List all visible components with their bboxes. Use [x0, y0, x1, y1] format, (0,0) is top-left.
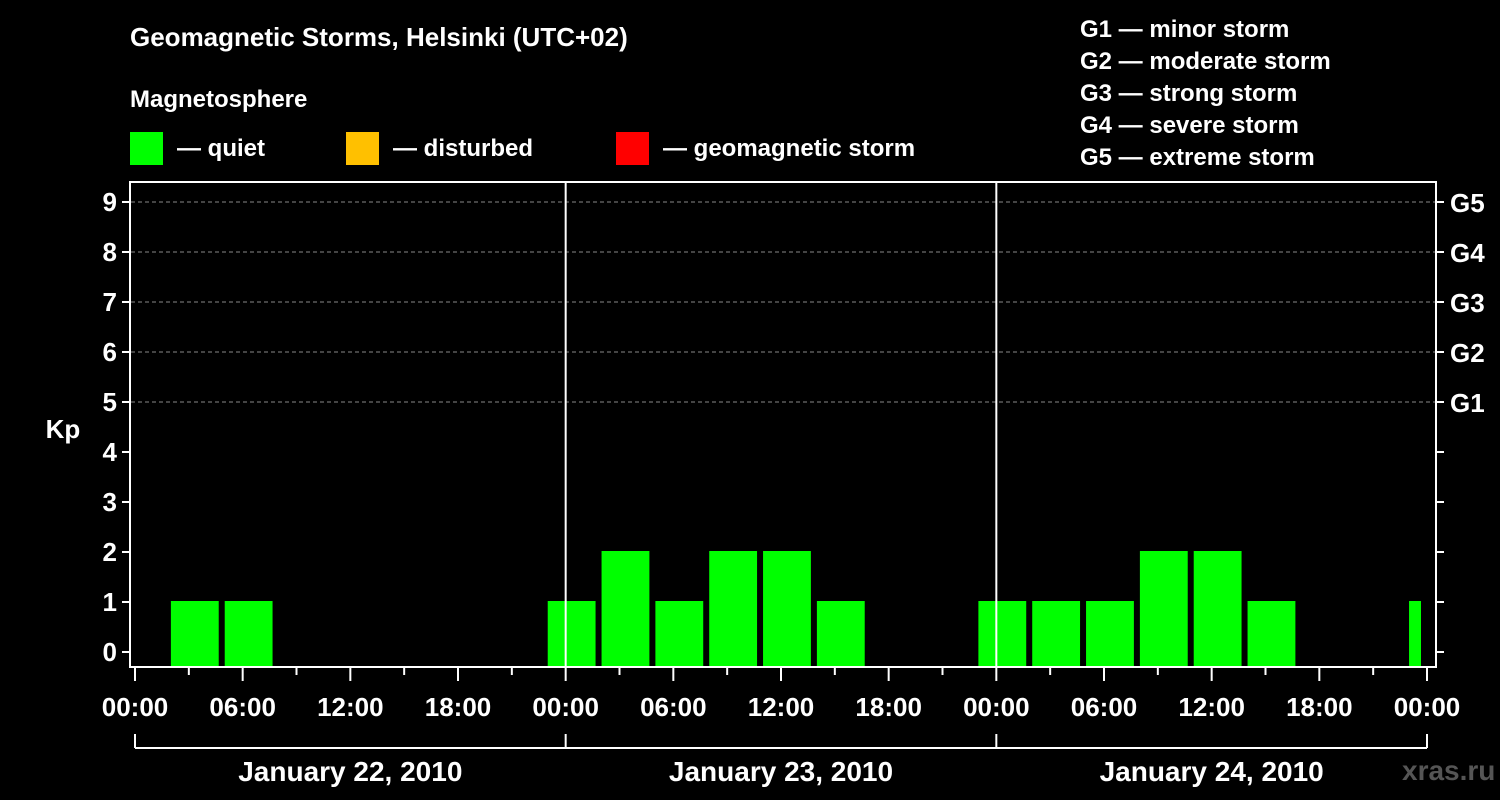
day-label-1: January 23, 2010 [669, 756, 893, 787]
y-tick-label-3: 3 [103, 487, 117, 517]
legend-label-quiet: — quiet [177, 134, 265, 162]
g-scale-item-g5: G5 — extreme storm [1080, 144, 1315, 171]
x-tick-label-12: 00:00 [1394, 692, 1461, 722]
legend-swatch-storm [616, 132, 649, 165]
legend-swatch-quiet [130, 132, 163, 165]
kp-bar-12 [1193, 551, 1242, 667]
x-tick-label-6: 12:00 [748, 692, 815, 722]
x-tick-label-2: 12:00 [317, 692, 384, 722]
x-tick-label-4: 00:00 [532, 692, 599, 722]
kp-bar-2 [547, 601, 596, 667]
plot-frame [129, 181, 1437, 668]
y-axis-label: Kp [46, 414, 81, 444]
y-tick-label-6: 6 [103, 337, 117, 367]
kp-bar-5 [709, 551, 758, 667]
kp-bar-0 [170, 601, 219, 667]
kp-bar-6 [763, 551, 811, 667]
y-tick-label-4: 4 [103, 437, 118, 467]
x-tick-label-9: 06:00 [1071, 692, 1138, 722]
kp-bar-4 [655, 601, 704, 667]
legend-label-storm: — geomagnetic storm [663, 134, 916, 162]
x-tick-label-10: 12:00 [1178, 692, 1245, 722]
kp-bar-11 [1139, 551, 1188, 667]
g-scale-legend: G1 — minor storm G2 — moderate storm G3 … [1080, 14, 1331, 174]
right-tick-label-g2: G2 [1450, 338, 1485, 368]
right-tick-label-g5: G5 [1450, 188, 1485, 218]
x-tick-label-11: 18:00 [1286, 692, 1353, 722]
legend-swatch-disturbed [346, 132, 379, 165]
g-scale-item-g4: G4 — severe storm [1080, 112, 1299, 139]
legend-item-quiet: — quiet [130, 132, 265, 165]
x-tick-label-1: 06:00 [209, 692, 276, 722]
x-tick-label-5: 06:00 [640, 692, 707, 722]
kp-bar-13 [1247, 601, 1296, 667]
day-label-2: January 24, 2010 [1100, 756, 1324, 787]
status-legend: — quiet — disturbed — geomagnetic storm [0, 132, 1000, 172]
kp-bar-8 [978, 601, 1027, 667]
kp-bar-10 [1086, 601, 1134, 667]
legend-item-storm: — geomagnetic storm [616, 132, 915, 165]
x-tick-label-0: 00:00 [102, 692, 169, 722]
chart-subtitle: Magnetosphere [130, 86, 308, 113]
kp-bar-3 [601, 551, 650, 667]
chart-title: Geomagnetic Storms, Helsinki (UTC+02) [130, 22, 628, 52]
g-scale-item-g1: G1 — minor storm [1080, 16, 1290, 43]
y-tick-label-0: 0 [103, 637, 117, 667]
y-tick-label-9: 9 [103, 187, 117, 217]
g-scale-item-g2: G2 — moderate storm [1080, 48, 1331, 75]
legend-item-disturbed: — disturbed [346, 132, 533, 165]
kp-bar-9 [1032, 601, 1081, 667]
y-tick-label-5: 5 [103, 387, 117, 417]
kp-bar-1 [224, 601, 273, 667]
y-tick-label-2: 2 [103, 537, 117, 567]
y-tick-label-1: 1 [103, 587, 117, 617]
right-tick-label-g1: G1 [1450, 388, 1485, 418]
y-tick-label-8: 8 [103, 237, 117, 267]
g-scale-item-g3: G3 — strong storm [1080, 80, 1298, 107]
y-tick-label-7: 7 [103, 287, 117, 317]
kp-bar-14 [1409, 601, 1421, 667]
day-label-0: January 22, 2010 [238, 756, 462, 787]
watermark: xras.ru [1402, 755, 1496, 786]
right-tick-label-g3: G3 [1450, 288, 1485, 318]
right-tick-label-g4: G4 [1450, 238, 1485, 268]
x-tick-label-3: 18:00 [425, 692, 492, 722]
kp-bar-7 [816, 601, 865, 667]
legend-label-disturbed: — disturbed [393, 134, 534, 162]
x-tick-label-8: 00:00 [963, 692, 1030, 722]
x-tick-label-7: 18:00 [855, 692, 922, 722]
